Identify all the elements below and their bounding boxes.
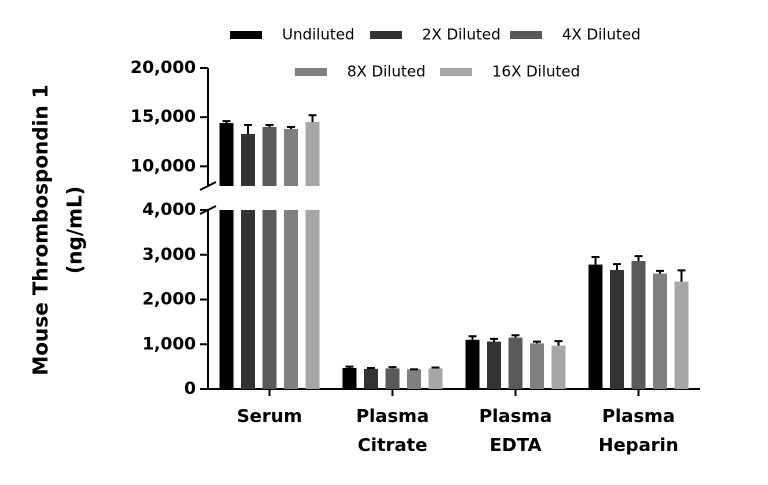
error-bar	[308, 114, 317, 123]
x-tick-label: Serum	[237, 406, 303, 427]
bar	[428, 368, 443, 389]
bar	[674, 281, 689, 389]
bar	[487, 341, 501, 389]
bar	[241, 133, 255, 186]
x-tick-label: Plasma	[602, 406, 675, 427]
error-bar	[468, 335, 477, 340]
axis-break	[199, 181, 217, 191]
legend-label: Undiluted	[282, 26, 354, 44]
bar	[262, 127, 277, 186]
bar	[610, 269, 624, 389]
bar	[262, 210, 277, 389]
error-bar	[222, 120, 231, 124]
legend-swatch	[440, 68, 472, 76]
legend-label: 4X Diluted	[562, 26, 641, 44]
bar	[219, 123, 234, 186]
error-bar	[490, 337, 498, 342]
error-bar	[511, 334, 520, 338]
bar	[284, 128, 298, 186]
legend-label: 2X Diluted	[422, 26, 501, 44]
y-tick-label: 0	[184, 379, 196, 399]
error-bar	[287, 126, 295, 129]
legend-swatch	[295, 68, 327, 76]
y-axis-title: Mouse Thrombospondin 1	[29, 84, 53, 375]
y-tick-label: 15,000	[130, 107, 196, 127]
bar	[508, 337, 523, 389]
y-tick-label: 2,000	[142, 290, 196, 310]
legend-swatch	[230, 31, 262, 39]
legend-swatch	[370, 31, 402, 39]
error-bar	[345, 365, 354, 368]
legend-label: 16X Diluted	[492, 63, 580, 81]
bar	[653, 273, 667, 389]
error-bar	[265, 124, 274, 127]
bar	[385, 368, 400, 389]
y-tick-label: 10,000	[130, 156, 196, 176]
bar	[588, 264, 603, 389]
error-bar	[554, 340, 563, 346]
bar	[342, 367, 357, 389]
y-tick-label: 4,000	[142, 200, 196, 220]
y-tick-label: 3,000	[142, 245, 196, 265]
bar	[284, 210, 298, 389]
legend-swatch	[510, 31, 542, 39]
error-bar	[677, 269, 686, 282]
bar	[364, 368, 378, 389]
error-bar	[431, 366, 440, 369]
error-bar	[367, 366, 375, 369]
x-tick-label: EDTA	[489, 435, 541, 456]
bar	[530, 343, 544, 389]
error-bar	[613, 263, 621, 270]
x-tick-label: Citrate	[358, 435, 428, 456]
bar	[551, 345, 566, 389]
bar	[465, 339, 480, 389]
bar	[305, 210, 320, 389]
error-bar	[656, 269, 664, 274]
bar	[219, 210, 234, 389]
bar	[241, 210, 255, 389]
x-tick-label: Plasma	[356, 406, 429, 427]
legend-label: 8X Diluted	[347, 63, 426, 81]
x-tick-label: Plasma	[479, 406, 552, 427]
bar	[631, 261, 646, 389]
error-bar	[533, 340, 541, 344]
bar	[407, 369, 421, 389]
error-bar	[244, 124, 252, 134]
y-axis-title: (ng/mL)	[63, 186, 87, 274]
bar	[305, 122, 320, 186]
error-bar	[634, 255, 643, 262]
x-tick-label: Heparin	[598, 435, 678, 456]
y-tick-label: 20,000	[130, 58, 196, 78]
error-bar	[388, 366, 397, 369]
error-bar	[591, 255, 600, 265]
y-tick-label: 1,000	[142, 334, 196, 354]
